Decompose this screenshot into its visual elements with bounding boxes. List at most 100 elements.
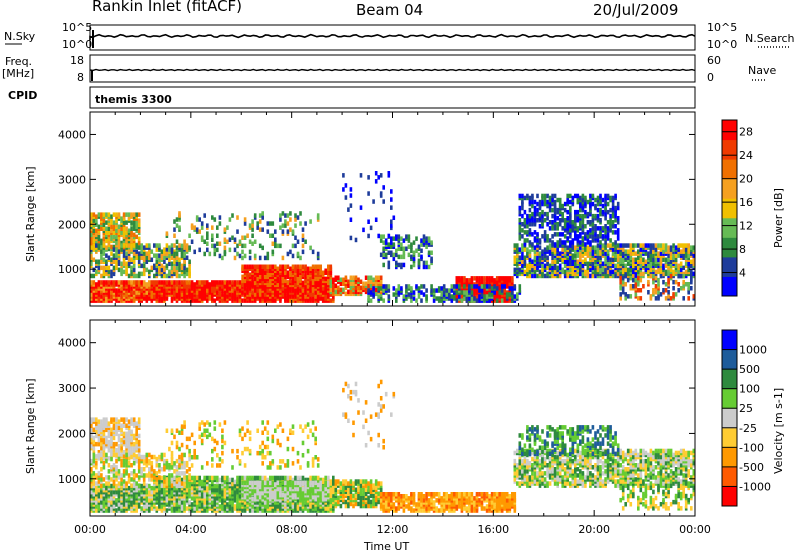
heatmap-cell: [609, 195, 612, 201]
heatmap-cell: [594, 259, 597, 264]
heatmap-cell: [142, 245, 146, 250]
heatmap-cell: [102, 294, 106, 299]
heatmap-cell: [397, 246, 401, 251]
heatmap-cell: [173, 251, 176, 257]
heatmap-cell: [125, 251, 128, 256]
heatmap-cell: [165, 231, 169, 236]
heatmap-cell: [611, 242, 615, 247]
heatmap-cell: [107, 483, 111, 489]
heatmap-cell: [417, 286, 421, 291]
power-ytick-label: 2000: [58, 218, 86, 231]
heatmap-cell: [478, 280, 481, 285]
heatmap-cell: [397, 262, 401, 268]
heatmap-cell: [132, 280, 136, 285]
heatmap-cell: [533, 230, 537, 235]
heatmap-cell: [606, 232, 610, 237]
heatmap-cell: [243, 243, 247, 249]
heatmap-cell: [175, 265, 179, 271]
heatmap-cell: [155, 483, 159, 489]
heatmap-cell: [387, 264, 391, 270]
heatmap-cell: [609, 222, 612, 227]
heatmap-cell: [92, 218, 96, 223]
heatmap-cell: [558, 222, 562, 227]
heatmap-cell: [619, 275, 622, 281]
heatmap-cell: [206, 475, 209, 481]
heatmap-cell: [579, 267, 582, 273]
heatmap-cell: [316, 251, 320, 257]
heatmap-cell: [231, 481, 234, 487]
heatmap-cell: [178, 243, 181, 248]
heatmap-cell: [112, 212, 116, 217]
heatmap-cell: [120, 294, 123, 299]
heatmap-cell: [253, 280, 257, 286]
heatmap-cell: [417, 244, 421, 249]
heatmap-cell: [495, 286, 499, 291]
heatmap-cell: [100, 294, 103, 299]
heatmap-cell: [236, 475, 239, 481]
heatmap-cell: [523, 218, 527, 223]
heatmap-cell: [410, 264, 413, 270]
heatmap-cell: [105, 265, 108, 271]
heatmap-cell: [455, 284, 459, 289]
heatmap-cell: [397, 254, 401, 260]
heatmap-cell: [516, 243, 519, 248]
heatmap-cell: [100, 238, 103, 244]
heatmap-cell: [435, 296, 438, 301]
heatmap-cell: [135, 494, 138, 499]
heatmap-cell: [135, 280, 138, 285]
heatmap-cell: [145, 255, 149, 260]
heatmap-cell: [332, 287, 335, 293]
heatmap-cell: [619, 292, 622, 297]
heatmap-cell: [132, 251, 136, 256]
heatmap-cell: [516, 261, 519, 266]
heatmap-cell: [241, 278, 244, 284]
heatmap-cell: [657, 290, 660, 295]
heatmap-cell: [407, 244, 411, 249]
heatmap-cell: [430, 240, 433, 245]
heatmap-cell: [586, 265, 590, 271]
nsky-trace: [89, 33, 696, 40]
heatmap-cell: [228, 477, 232, 483]
heatmap-cell: [137, 280, 141, 285]
heatmap-cell: [687, 261, 690, 266]
heatmap-cell: [576, 216, 580, 221]
heatmap-cell: [158, 265, 161, 271]
heatmap-cell: [682, 273, 685, 279]
heatmap-cell: [569, 220, 572, 225]
heatmap-cell: [571, 253, 575, 258]
heatmap-cell: [286, 264, 290, 269]
heatmap-cell: [616, 228, 620, 233]
heatmap-cell: [286, 294, 290, 299]
heatmap-cell: [213, 251, 217, 257]
heatmap-cell: [256, 276, 259, 282]
heatmap-cell: [334, 289, 338, 295]
heatmap-cell: [626, 294, 630, 299]
heatmap-cell: [574, 253, 577, 258]
heatmap-cell: [248, 264, 252, 269]
heatmap-cell: [538, 203, 542, 209]
heatmap-cell: [483, 280, 486, 285]
heatmap-cell: [148, 243, 151, 248]
heatmap-cell: [135, 212, 138, 217]
heatmap-cell: [584, 209, 587, 215]
heatmap-cell: [211, 479, 214, 485]
heatmap-cell: [102, 222, 106, 227]
heatmap-cell: [616, 205, 620, 211]
heatmap-cell: [591, 265, 595, 271]
heatmap-cell: [609, 257, 612, 262]
heatmap-cell: [228, 280, 232, 285]
heatmap-cell: [110, 489, 113, 495]
heatmap-cell: [374, 179, 378, 184]
heatmap-cell: [97, 224, 101, 229]
heatmap-cell: [458, 294, 461, 299]
heatmap-cell: [266, 251, 270, 257]
heatmap-cell: [508, 286, 512, 291]
heatmap-cell: [581, 271, 585, 277]
power-ytick-label: 3000: [58, 173, 86, 186]
heatmap-cell: [621, 275, 625, 281]
heatmap-cell: [586, 234, 590, 239]
heatmap-cell: [548, 195, 552, 201]
heatmap-cell: [604, 224, 607, 229]
heatmap-cell: [369, 225, 373, 231]
heatmap-cell: [92, 273, 96, 279]
